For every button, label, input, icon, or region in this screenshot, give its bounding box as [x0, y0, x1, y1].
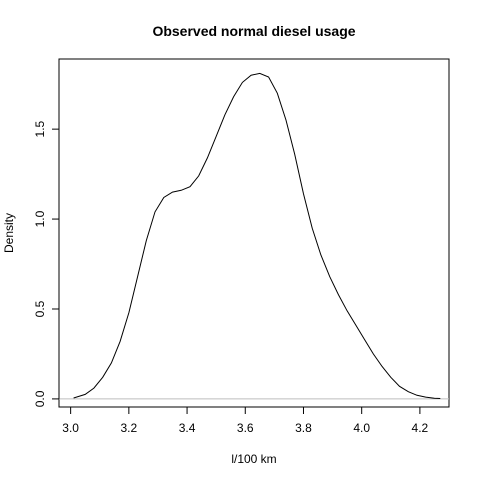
x-tick-label: 3.8 [295, 421, 312, 435]
y-tick-label: 1.0 [33, 210, 47, 227]
plot-frame [58, 58, 450, 408]
x-tick-label: 3.2 [121, 421, 138, 435]
x-tick-label: 4.2 [412, 421, 429, 435]
y-tick-label: 0.0 [33, 390, 47, 407]
y-axis: 0.0 0.5 1.0 1.5 [33, 120, 60, 407]
x-axis-label: l/100 km [231, 452, 276, 466]
y-axis-label: Density [2, 213, 16, 253]
x-tick-label: 3.6 [237, 421, 254, 435]
density-curve [73, 72, 441, 399]
y-tick-label: 0.5 [33, 300, 47, 317]
x-axis: 3.0 3.2 3.4 3.6 3.8 4.0 4.2 [62, 406, 429, 435]
x-tick-label: 3.4 [179, 421, 196, 435]
chart-title: Observed normal diesel usage [152, 23, 355, 39]
y-tick-label: 1.5 [33, 120, 47, 137]
x-tick-label: 4.0 [353, 421, 370, 435]
x-tick-label: 3.0 [62, 421, 79, 435]
plot-area [58, 58, 450, 408]
